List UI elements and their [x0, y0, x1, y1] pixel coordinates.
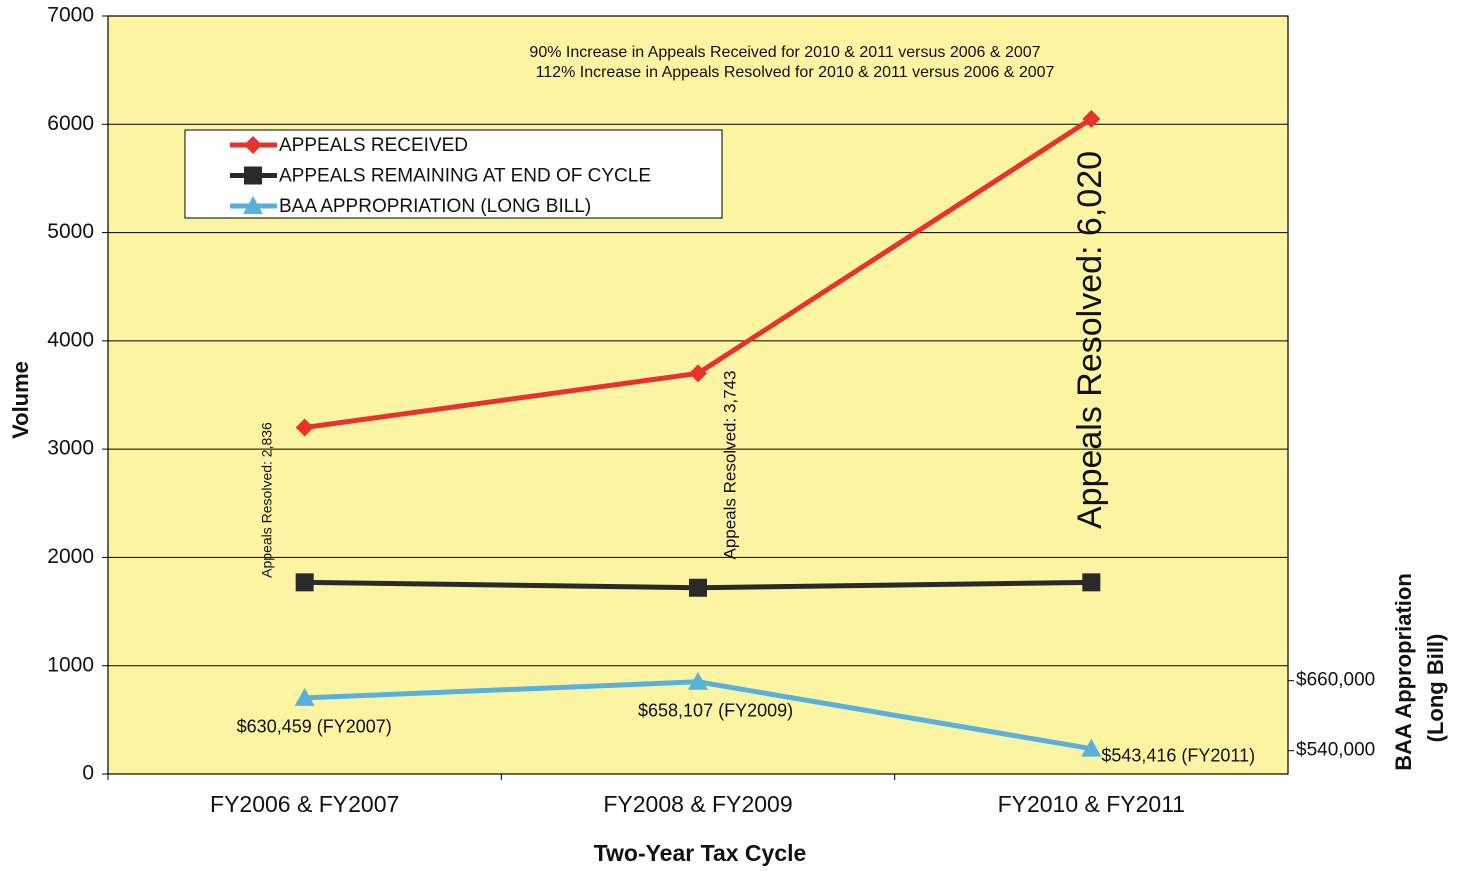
y-tick-label: 3000 — [47, 437, 94, 460]
y-tick-label: 4000 — [47, 328, 94, 351]
y-axis-title: Volume — [8, 361, 33, 439]
marker — [294, 687, 315, 706]
marker — [244, 166, 262, 185]
marker — [689, 578, 707, 597]
y-tick-label: 1000 — [47, 653, 94, 676]
marker — [689, 364, 707, 383]
marker — [244, 136, 262, 154]
marker — [688, 671, 708, 690]
y-tick-label: 7000 — [47, 4, 94, 27]
y-tick-label: 2000 — [47, 545, 94, 568]
y-tick-label: 5000 — [47, 220, 94, 243]
data-label: $658,107 (FY2009) — [638, 701, 793, 721]
marker — [295, 418, 314, 437]
marker — [243, 196, 263, 214]
x-tick-label: FY2010 & FY2011 — [998, 791, 1186, 817]
y2-tick-label: $660,000 — [1296, 670, 1375, 691]
annotation: 112% Increase in Appeals Resolved for 20… — [536, 64, 1055, 81]
marker — [1082, 109, 1101, 128]
marker — [1081, 738, 1102, 757]
data-label: $630,459 (FY2007) — [237, 717, 392, 737]
marker — [1082, 573, 1101, 592]
legend-label: APPEALS REMAINING AT END OF CYCLE — [279, 166, 651, 187]
plot-frame — [107, 15, 1289, 775]
x-axis-title: Two-Year Tax Cycle — [594, 840, 807, 866]
y-tick-label: 0 — [82, 762, 94, 785]
annotation: Appeals Resolved: 2,836 — [259, 422, 275, 578]
marker — [295, 573, 314, 592]
annotation: Appeals Resolved: 3,743 — [720, 370, 739, 559]
legend-label: BAA APPROPRIATION (LONG BILL) — [279, 196, 591, 217]
annotation: 90% Increase in Appeals Received for 201… — [529, 44, 1040, 61]
y2-axis-title: (Long Bill) — [1423, 634, 1448, 743]
x-tick-label: FY2006 & FY2007 — [210, 791, 399, 817]
annotation: Appeals Resolved: 6,020 — [1071, 151, 1109, 529]
y2-tick-label: $540,000 — [1296, 740, 1375, 761]
y-tick-label: 6000 — [47, 112, 94, 135]
legend-label: APPEALS RECEIVED — [279, 135, 468, 156]
y2-axis-title: BAA Appropriation — [1391, 573, 1416, 771]
x-tick-label: FY2008 & FY2009 — [603, 791, 792, 817]
data-label: $543,416 (FY2011) — [1101, 745, 1255, 765]
